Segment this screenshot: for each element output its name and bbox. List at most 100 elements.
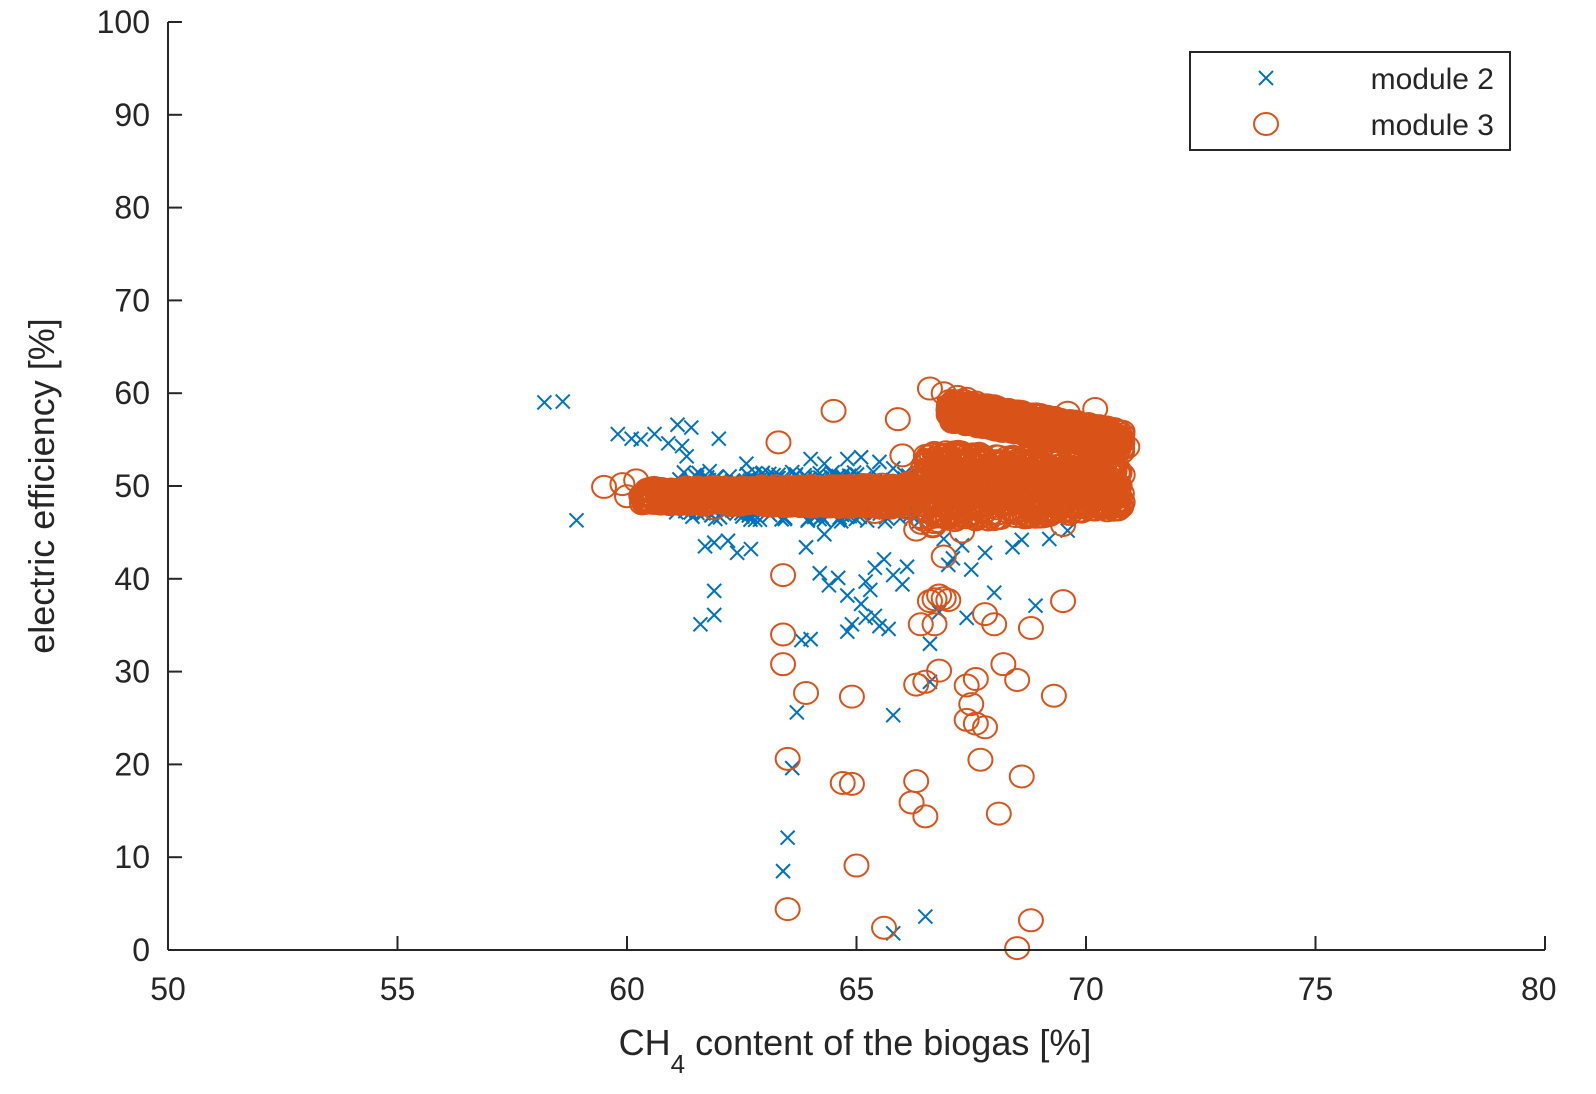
module-2-point bbox=[816, 526, 833, 542]
module-2-point bbox=[706, 534, 722, 551]
module-3-point bbox=[953, 673, 980, 698]
module-2-point bbox=[871, 454, 888, 470]
x-tick-label: 65 bbox=[839, 971, 875, 1007]
module-3-point bbox=[1030, 478, 1057, 503]
module-3-point bbox=[825, 486, 852, 511]
module-3-point bbox=[1085, 426, 1112, 451]
module-3-point bbox=[1008, 764, 1035, 789]
module-3-point bbox=[912, 669, 939, 694]
y-axis-label: electric efficiency [%] bbox=[21, 318, 62, 653]
module-3-point bbox=[974, 506, 1001, 531]
module-2-point bbox=[802, 631, 819, 647]
y-tick-label: 80 bbox=[114, 190, 150, 226]
module-2-point bbox=[683, 419, 699, 436]
x-axis-label: CH4 content of the biogas [%] bbox=[619, 1022, 1092, 1079]
module-3-point bbox=[1054, 453, 1081, 478]
module-2-point bbox=[697, 538, 713, 555]
module-3-point bbox=[991, 479, 1018, 504]
module-3-point bbox=[793, 680, 820, 705]
legend-marker-module-2 bbox=[1258, 70, 1274, 86]
module-2-point bbox=[720, 533, 736, 549]
module-3-point bbox=[650, 477, 677, 502]
module-3-point bbox=[916, 589, 943, 614]
module-3-point bbox=[1014, 464, 1041, 489]
module-2-point bbox=[660, 435, 677, 452]
y-tick-label: 50 bbox=[114, 468, 150, 504]
module-3-point bbox=[727, 492, 754, 517]
module-3-point bbox=[774, 746, 801, 771]
module-3-point bbox=[867, 480, 894, 505]
module-3-point bbox=[1084, 435, 1111, 460]
module-3-point bbox=[994, 397, 1021, 422]
module-2-point bbox=[862, 582, 878, 598]
module-3-point bbox=[921, 612, 948, 637]
module-3-point bbox=[591, 474, 618, 499]
module-2-point bbox=[674, 438, 690, 454]
x-tick-label: 55 bbox=[380, 971, 416, 1007]
module-3-point bbox=[947, 495, 974, 520]
module-3-point bbox=[975, 452, 1002, 477]
module-3-point bbox=[958, 692, 985, 717]
module-2-point bbox=[738, 456, 755, 472]
module-3-point bbox=[843, 853, 870, 878]
module-2-point bbox=[958, 610, 975, 626]
module-2-point bbox=[839, 451, 856, 467]
series-module-3-layer bbox=[591, 376, 1141, 961]
module-2-point bbox=[839, 623, 856, 640]
module-2-point bbox=[844, 616, 860, 632]
module-3-point bbox=[1050, 512, 1077, 537]
module-3-point bbox=[826, 484, 853, 509]
module-3-point bbox=[623, 468, 650, 493]
module-2-point bbox=[633, 431, 649, 448]
module-3-point bbox=[966, 446, 993, 471]
module-3-point bbox=[990, 652, 1017, 677]
legend-box bbox=[1189, 51, 1511, 151]
module-3-point bbox=[718, 483, 745, 508]
module-2-point bbox=[711, 430, 727, 447]
module-2-point bbox=[885, 460, 901, 477]
module-3-point bbox=[788, 492, 815, 517]
module-2-point bbox=[853, 596, 869, 612]
module-2-point bbox=[839, 587, 856, 604]
module-2-point bbox=[1027, 598, 1044, 614]
module-2-point bbox=[568, 512, 585, 529]
module-2-point bbox=[940, 557, 957, 573]
module-2-point bbox=[1041, 531, 1057, 547]
module-3-point bbox=[1054, 400, 1081, 425]
module-2-point bbox=[789, 704, 805, 721]
module-3-point bbox=[765, 430, 792, 455]
module-2-point bbox=[867, 608, 883, 624]
module-3-point bbox=[1040, 683, 1067, 708]
module-2-point bbox=[646, 426, 663, 442]
module-2-point bbox=[610, 426, 626, 442]
module-2-point bbox=[917, 908, 934, 925]
module-3-point bbox=[918, 489, 945, 514]
module-3-point bbox=[774, 897, 801, 922]
module-3-point bbox=[748, 474, 775, 499]
module-2-point bbox=[743, 541, 759, 557]
module-3-point bbox=[871, 915, 898, 940]
module-3-point bbox=[1004, 936, 1031, 961]
module-2-point bbox=[821, 577, 837, 594]
module-3-point bbox=[1032, 464, 1059, 489]
module-3-point bbox=[946, 481, 973, 506]
y-tick-label: 60 bbox=[114, 375, 150, 411]
module-2-point bbox=[729, 545, 745, 561]
module-3-point bbox=[884, 407, 911, 432]
module-2-point bbox=[876, 551, 892, 568]
module-3-point bbox=[838, 771, 865, 796]
module-3-point bbox=[907, 612, 934, 637]
module-3-point bbox=[939, 442, 966, 467]
module-2-point bbox=[706, 583, 722, 599]
module-3-point bbox=[1091, 422, 1118, 447]
module-3-point bbox=[924, 474, 951, 499]
module-3-point bbox=[1051, 497, 1078, 522]
module-3-point bbox=[1017, 615, 1044, 640]
y-tick-label: 70 bbox=[114, 282, 150, 318]
legend-entry-label: module 3 bbox=[1371, 109, 1494, 142]
module-3-point bbox=[770, 563, 797, 588]
y-tick-label: 20 bbox=[114, 746, 150, 782]
module-3-point bbox=[1109, 462, 1136, 487]
module-3-point bbox=[976, 482, 1003, 507]
module-3-point bbox=[903, 517, 930, 542]
